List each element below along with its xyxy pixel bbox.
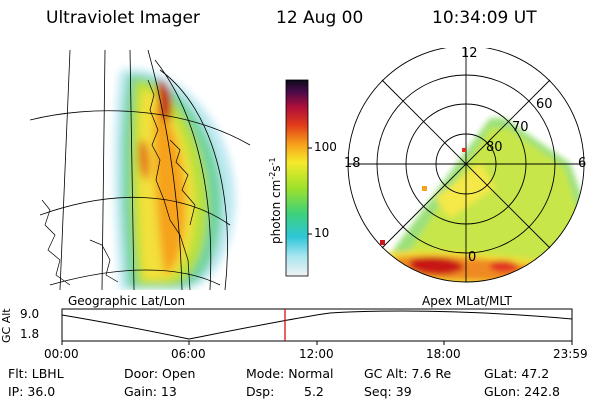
polar-plot bbox=[347, 48, 585, 283]
geographic-image bbox=[30, 50, 251, 290]
timeline-ybottom: 1.8 bbox=[20, 327, 40, 341]
mlt-label-18: 18 bbox=[344, 156, 361, 171]
timeline-tick: 23:59 bbox=[553, 347, 588, 361]
mlat-ring-70: 70 bbox=[512, 120, 529, 135]
seq-info: Seq: 39 bbox=[364, 384, 412, 399]
door-info: Door: Open bbox=[124, 366, 196, 381]
app-title: Ultraviolet Imager bbox=[46, 8, 200, 28]
mlt-label-6: 6 bbox=[578, 156, 587, 171]
time-label: 10:34:09 UT bbox=[432, 8, 537, 28]
dsp-value: 5.2 bbox=[304, 384, 324, 399]
geographic-caption: Geographic Lat/Lon bbox=[68, 294, 186, 308]
ip-info: IP: 36.0 bbox=[8, 384, 56, 399]
timeline-tick: 06:00 bbox=[171, 347, 206, 361]
dsp-label: Dsp: bbox=[246, 384, 275, 399]
mlt-label-12: 12 bbox=[461, 46, 478, 61]
altitude-timeline bbox=[61, 308, 573, 345]
timeline-ytop: 9.0 bbox=[20, 307, 40, 321]
timeline-tick: 00:00 bbox=[44, 347, 79, 361]
gc-alt-info: GC Alt: 7.6 Re bbox=[364, 366, 452, 381]
colorbar-tick-100: 100 bbox=[314, 140, 337, 154]
timeline-tick: 12:00 bbox=[299, 347, 334, 361]
date-label: 12 Aug 00 bbox=[276, 8, 364, 28]
glat-info: GLat: 47.2 bbox=[484, 366, 550, 381]
glon-info: GLon: 242.8 bbox=[484, 384, 560, 399]
mlat-ring-60: 60 bbox=[536, 97, 553, 112]
mode-info: Mode: Normal bbox=[246, 366, 334, 381]
gain-info: Gain: 13 bbox=[124, 384, 177, 399]
mlat-ring-80: 80 bbox=[486, 140, 503, 155]
colorbar-tick-10: 10 bbox=[314, 226, 330, 240]
apex-caption: Apex MLat/MLT bbox=[422, 294, 512, 308]
colorbar bbox=[285, 79, 312, 277]
filter-info: Flt: LBHL bbox=[8, 366, 64, 381]
timeline-tick: 18:00 bbox=[426, 347, 461, 361]
mlt-label-0: 0 bbox=[468, 250, 477, 265]
colorbar-label: photon cm-2s-1 bbox=[268, 157, 283, 244]
timeline-ylabel: GC Alt bbox=[0, 308, 13, 343]
